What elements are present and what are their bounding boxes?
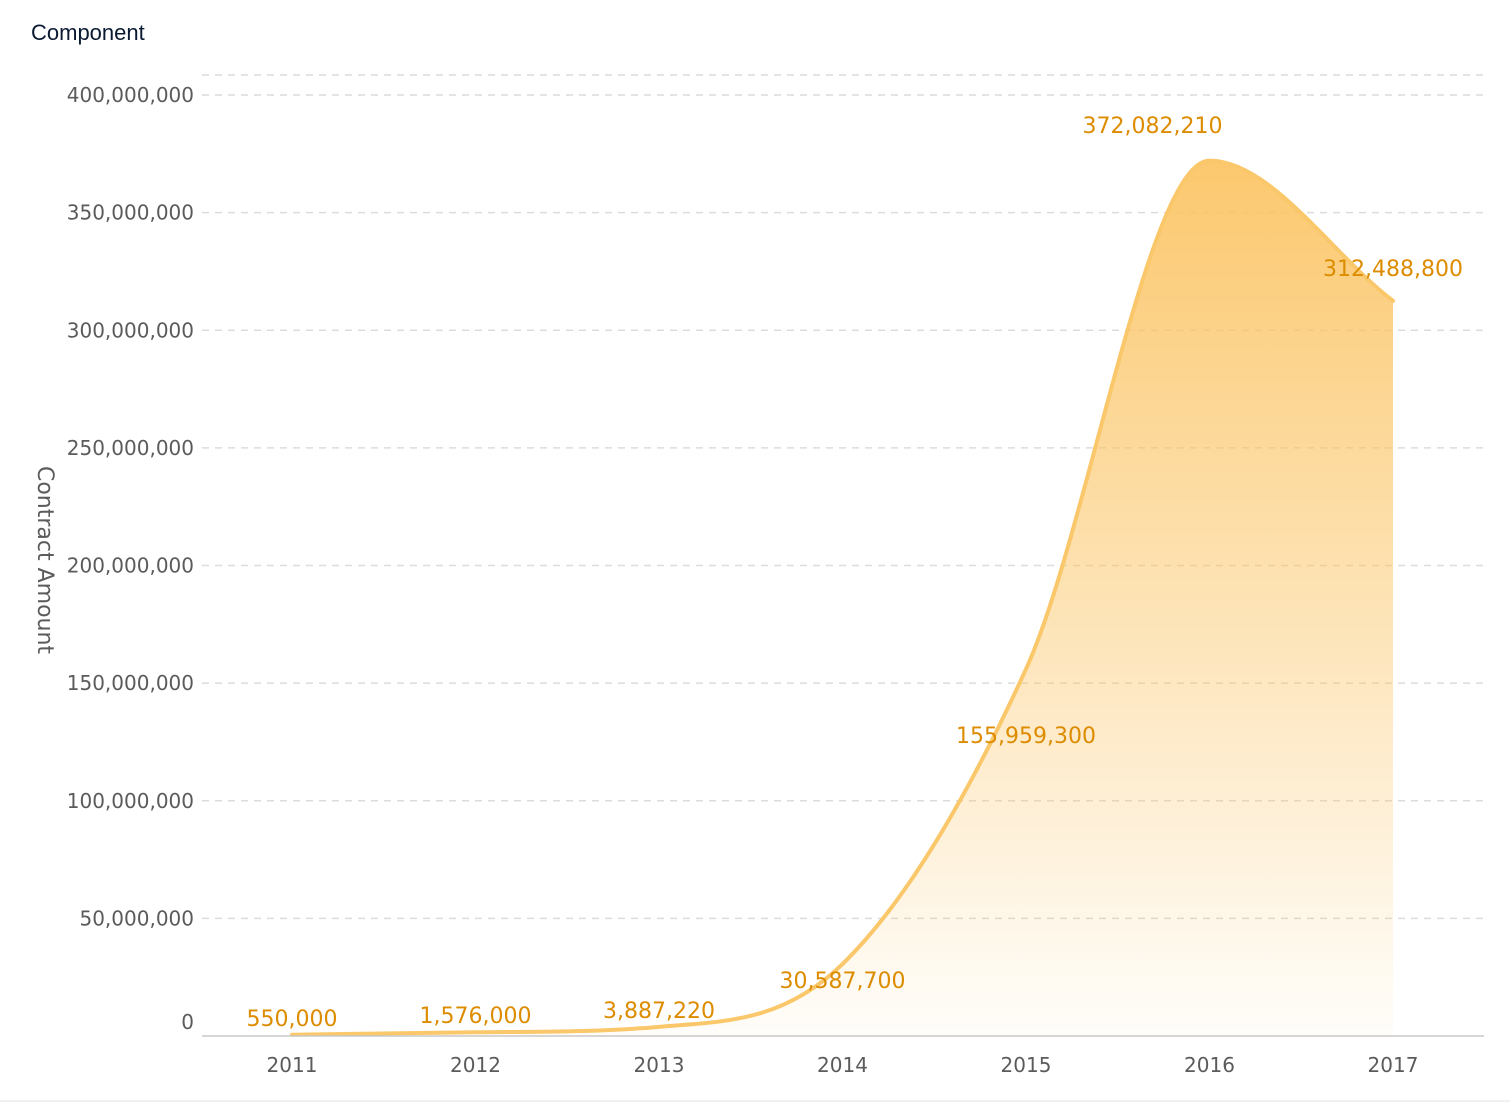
series-area-fill <box>292 160 1393 1036</box>
data-labels: 550,000 1,576,000 3,887,220 30,587,700 155,9… <box>247 114 1463 1032</box>
data-label: 155,959,300 <box>956 724 1096 749</box>
series-line <box>290 158 1395 1037</box>
x-tick-label: 2014 <box>817 1053 868 1077</box>
x-tick-label: 2013 <box>634 1053 685 1077</box>
data-label: 30,587,700 <box>780 969 906 994</box>
y-tick-label: 300,000,000 <box>67 318 194 342</box>
y-axis-label: Contract Amount <box>32 466 57 654</box>
x-tick-label: 2015 <box>1001 1053 1052 1077</box>
grid-lines <box>202 74 1484 920</box>
y-tick-label: 50,000,000 <box>79 906 194 930</box>
bottom-divider <box>0 1100 1510 1102</box>
y-tick-label: 100,000,000 <box>67 789 194 813</box>
chart-title: Component <box>31 20 145 45</box>
y-tick-label: 400,000,000 <box>67 83 194 107</box>
data-label: 312,488,800 <box>1323 257 1463 282</box>
data-label: 550,000 <box>247 1007 338 1032</box>
data-label: 3,887,220 <box>603 999 715 1024</box>
x-tick-label: 2017 <box>1368 1053 1419 1077</box>
x-tick-label: 2012 <box>450 1053 501 1077</box>
series-area <box>290 158 1395 1037</box>
y-tick-label: 150,000,000 <box>67 671 194 695</box>
x-tick-label: 2016 <box>1184 1053 1235 1077</box>
data-label: 1,576,000 <box>420 1004 532 1029</box>
data-label: 372,082,210 <box>1083 114 1223 139</box>
x-tick-label: 2011 <box>267 1053 318 1077</box>
y-tick-label: 0 <box>181 1010 194 1034</box>
y-tick-label: 350,000,000 <box>67 201 194 225</box>
x-axis: 2011 2012 2013 2014 2015 2016 2017 <box>202 1035 1484 1077</box>
y-tick-label: 250,000,000 <box>67 436 194 460</box>
y-tick-label: 200,000,000 <box>67 554 194 578</box>
y-axis-ticks: 0 50,000,000 100,000,000 150,000,000 200,000… <box>67 83 194 1034</box>
